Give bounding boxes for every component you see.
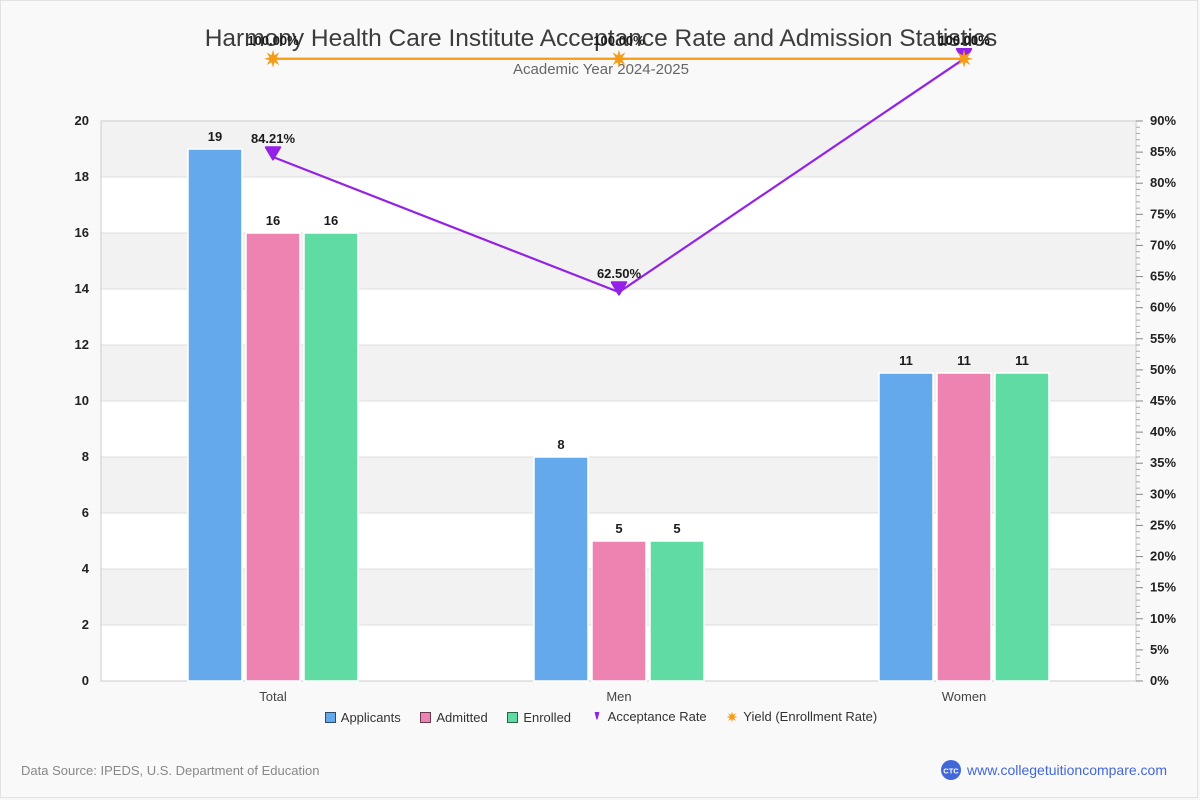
svg-text:55%: 55% — [1150, 331, 1176, 346]
svg-text:11: 11 — [957, 353, 971, 368]
svg-text:Total: Total — [259, 689, 287, 701]
svg-text:84.21%: 84.21% — [251, 131, 296, 146]
svg-text:50%: 50% — [1150, 362, 1176, 377]
svg-text:100.00%: 100.00% — [593, 33, 645, 48]
svg-text:45%: 45% — [1150, 393, 1176, 408]
svg-text:16: 16 — [75, 225, 89, 240]
svg-text:14: 14 — [75, 281, 90, 296]
svg-text:30%: 30% — [1150, 486, 1176, 501]
svg-text:62.50%: 62.50% — [597, 266, 642, 281]
svg-text:19: 19 — [208, 129, 222, 144]
svg-text:0%: 0% — [1150, 673, 1169, 688]
svg-text:10: 10 — [75, 393, 89, 408]
svg-text:35%: 35% — [1150, 455, 1176, 470]
svg-text:16: 16 — [266, 213, 280, 228]
svg-text:5%: 5% — [1150, 642, 1169, 657]
svg-text:5: 5 — [673, 521, 680, 536]
svg-text:2: 2 — [82, 617, 89, 632]
svg-text:Women: Women — [942, 689, 987, 701]
svg-text:10%: 10% — [1150, 611, 1176, 626]
svg-text:5: 5 — [615, 521, 622, 536]
svg-text:8: 8 — [82, 449, 89, 464]
svg-text:65%: 65% — [1150, 269, 1176, 284]
svg-text:100.00%: 100.00% — [938, 33, 990, 48]
svg-text:4: 4 — [82, 561, 90, 576]
svg-text:Men: Men — [606, 689, 631, 701]
svg-text:75%: 75% — [1150, 206, 1176, 221]
svg-text:12: 12 — [75, 337, 89, 352]
svg-text:0: 0 — [82, 673, 89, 688]
svg-text:16: 16 — [324, 213, 338, 228]
svg-text:85%: 85% — [1150, 144, 1176, 159]
svg-text:CTC: CTC — [943, 767, 959, 776]
svg-text:20%: 20% — [1150, 549, 1176, 564]
svg-text:11: 11 — [1015, 353, 1029, 368]
svg-text:11: 11 — [899, 353, 913, 368]
svg-text:80%: 80% — [1150, 175, 1176, 190]
svg-text:60%: 60% — [1150, 300, 1176, 315]
svg-text:20: 20 — [75, 113, 89, 128]
svg-text:6: 6 — [82, 505, 89, 520]
svg-text:15%: 15% — [1150, 580, 1176, 595]
svg-text:90%: 90% — [1150, 113, 1176, 128]
svg-text:8: 8 — [557, 437, 564, 452]
svg-text:18: 18 — [75, 169, 89, 184]
svg-text:40%: 40% — [1150, 424, 1176, 439]
svg-text:100.00%: 100.00% — [247, 33, 299, 48]
svg-text:25%: 25% — [1150, 517, 1176, 532]
svg-text:70%: 70% — [1150, 237, 1176, 252]
